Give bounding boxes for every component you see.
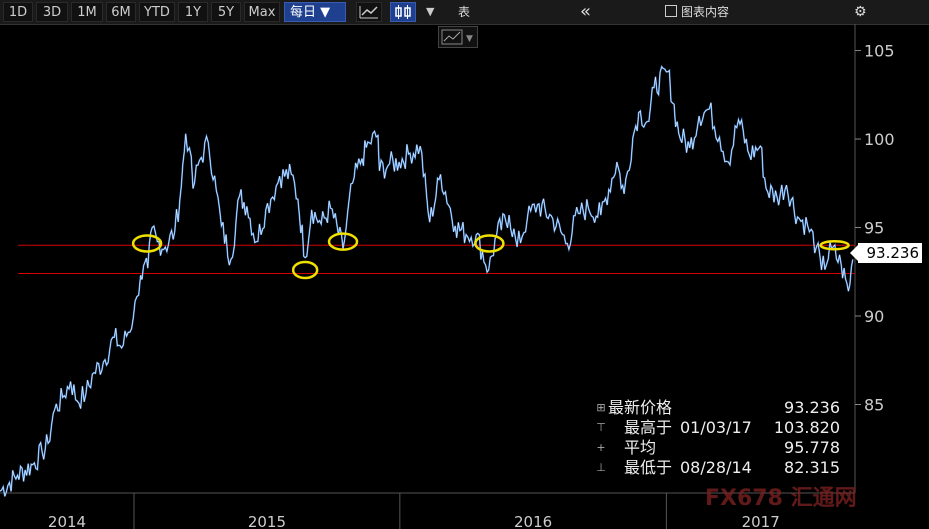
chart-type-button[interactable]: ▼ xyxy=(438,26,478,48)
chart-content-button[interactable]: 图表内容 xyxy=(665,2,785,22)
legend-avg-label: 平均 xyxy=(624,438,657,457)
highlight-ellipse xyxy=(291,260,319,280)
watermark-logo: FX678 汇通网 xyxy=(705,486,857,511)
legend-last-value: 93.236 xyxy=(784,398,840,417)
legend-high-label: 最高于 xyxy=(624,418,673,437)
dropdown-icon[interactable]: ▼ xyxy=(426,5,435,18)
y-tick-label: 95 xyxy=(864,219,884,238)
range-1d-button[interactable]: 1D xyxy=(3,2,33,22)
x-tick-label: 2014 xyxy=(48,513,86,529)
svg-text:▼: ▼ xyxy=(466,34,473,44)
legend-low-label: 最低于 xyxy=(624,458,673,477)
legend-high-value: 103.820 xyxy=(773,418,840,437)
low-marker-icon: ⊥ xyxy=(596,461,606,474)
legend-low-date: 08/28/14 xyxy=(680,458,752,477)
gear-icon[interactable]: ⚙ xyxy=(854,4,867,20)
range-ytd-button[interactable]: YTD xyxy=(139,2,175,22)
y-tick-label: 105 xyxy=(864,42,895,61)
legend-row-low: ⊥ 最低于 08/28/14 82.315 xyxy=(594,458,844,477)
range-1y-button[interactable]: 1Y xyxy=(178,2,208,22)
legend-avg-value: 95.778 xyxy=(784,438,840,457)
table-button[interactable]: 表 xyxy=(458,5,471,19)
candlestick-icon[interactable] xyxy=(390,2,416,22)
legend-high-date: 01/03/17 xyxy=(680,418,752,437)
x-tick-label: 2015 xyxy=(248,513,286,529)
collapse-button[interactable]: « xyxy=(580,1,592,22)
legend-row-high: ⊤ 最高于 01/03/17 103.820 xyxy=(594,418,844,437)
highlight-ellipse xyxy=(327,232,359,251)
chart-toolbar: 1D 3D 1M 6M YTD 1Y 5Y Max 每日 ▼ ▼ 表 « 图表内… xyxy=(0,0,929,25)
legend-last-label: 最新价格 xyxy=(608,398,673,417)
range-6m-button[interactable]: 6M xyxy=(106,2,136,22)
y-tick-label: 90 xyxy=(864,307,884,326)
x-tick-label: 2017 xyxy=(742,513,780,529)
highlight-ellipse xyxy=(474,234,505,253)
y-tick-label: 100 xyxy=(864,130,895,149)
high-marker-icon: ⊤ xyxy=(596,421,606,434)
chart-content-label: 图表内容 xyxy=(681,5,730,19)
avg-marker-icon: + xyxy=(596,441,606,454)
line-chart-icon[interactable] xyxy=(356,2,382,22)
x-tick-label: 2016 xyxy=(514,513,552,529)
range-3d-button[interactable]: 3D xyxy=(36,2,68,22)
chart-content-icon xyxy=(665,5,677,17)
frequency-select[interactable]: 每日 ▼ xyxy=(284,2,346,22)
legend-settings-icon[interactable]: ⊞ xyxy=(596,401,606,414)
range-max-button[interactable]: Max xyxy=(244,2,280,22)
range-1m-button[interactable]: 1M xyxy=(71,2,103,22)
legend-row-avg: + 平均 95.778 xyxy=(594,438,844,457)
y-tick-label: 85 xyxy=(864,396,884,415)
highlight-ellipse xyxy=(819,239,850,251)
legend-panel: ⊞ 最新价格 93.236 ⊤ 最高于 01/03/17 103.820 + 平… xyxy=(594,398,844,480)
range-5y-button[interactable]: 5Y xyxy=(211,2,241,22)
highlight-ellipse xyxy=(131,234,163,253)
legend-row-last: ⊞ 最新价格 93.236 xyxy=(594,398,844,417)
last-price-tag: 93.236 xyxy=(850,243,922,263)
legend-low-value: 82.315 xyxy=(784,458,840,477)
